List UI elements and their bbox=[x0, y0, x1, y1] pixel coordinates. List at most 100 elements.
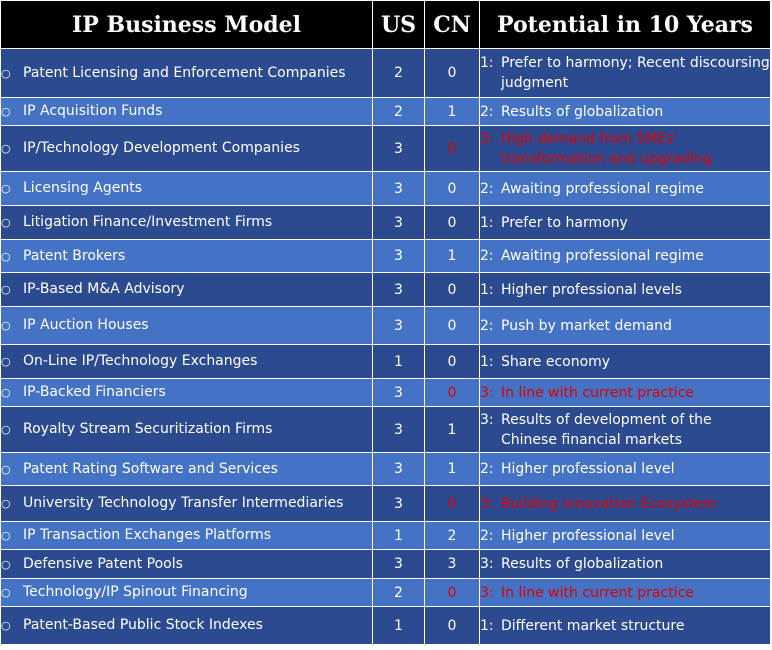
cn-score: 1 bbox=[424, 406, 480, 453]
cn-score: 2 bbox=[424, 521, 480, 550]
potential-cell: 3: In line with current practice bbox=[479, 378, 771, 407]
potential-cell: 3: High demand from SMEs' transformation … bbox=[479, 125, 771, 172]
us-score: 3 bbox=[372, 452, 425, 486]
cn-score: 0 bbox=[424, 606, 480, 645]
table-row: ○ Licensing Agents 3 0 2: Awaiting profession… bbox=[0, 171, 771, 206]
bullet-circle-icon: ○ bbox=[1, 423, 11, 436]
model-cell: ○ On-Line IP/Technology Exchanges bbox=[0, 344, 373, 379]
potential-cell: 3: In line with current practice bbox=[479, 578, 771, 607]
us-score: 1 bbox=[372, 344, 425, 379]
model-cell: ○ Royalty Stream Securitization Firms bbox=[0, 406, 373, 453]
model-cell: ○ Technology/IP Spinout Financing bbox=[0, 578, 373, 607]
potential-cell: 1: Prefer to harmony bbox=[479, 205, 771, 240]
us-score: 3 bbox=[372, 306, 425, 345]
model-cell: ○ IP-Backed Financiers bbox=[0, 378, 373, 407]
us-score: 3 bbox=[372, 406, 425, 453]
potential-cell: 1: Prefer to harmony; Recent discoursing … bbox=[479, 48, 771, 98]
bullet-circle-icon: ○ bbox=[1, 283, 11, 296]
bullet-circle-icon: ○ bbox=[1, 619, 11, 632]
cn-score: 0 bbox=[424, 272, 480, 307]
model-name: Technology/IP Spinout Financing bbox=[23, 584, 248, 600]
potential-text: In line with current practice bbox=[501, 584, 694, 601]
potential-text: Higher professional level bbox=[501, 461, 675, 477]
potential-text: Results of globalization bbox=[501, 556, 664, 572]
potential-cell: 3: Building innovation Ecosystem bbox=[479, 485, 771, 522]
us-score: 2 bbox=[372, 97, 425, 126]
model-name: Defensive Patent Pools bbox=[23, 555, 183, 572]
potential-score: 3: bbox=[480, 411, 494, 428]
potential-text: Building innovation Ecosystem bbox=[501, 495, 717, 512]
model-cell: ○ IP/Technology Development Companies bbox=[0, 125, 373, 172]
bullet-circle-icon: ○ bbox=[1, 216, 11, 229]
model-name: IP Transaction Exchanges Platforms bbox=[23, 527, 272, 543]
model-name: Royalty Stream Securitization Firms bbox=[23, 421, 273, 437]
table-row: ○ University Technology Transfer Intermed… bbox=[0, 485, 771, 522]
table-row: ○ IP-Backed Financiers 3 0 3: In line with cu… bbox=[0, 378, 771, 407]
model-name: Litigation Finance/Investment Firms bbox=[23, 214, 273, 230]
potential-cell: 2: Awaiting professional regime bbox=[479, 171, 771, 206]
potential-text: High demand from SMEs' transformation an… bbox=[501, 130, 712, 167]
us-score: 2 bbox=[372, 578, 425, 607]
bullet-circle-icon: ○ bbox=[1, 142, 11, 155]
model-name: IP Auction Houses bbox=[23, 317, 149, 333]
model-name: Patent-Based Public Stock Indexes bbox=[23, 617, 263, 633]
bullet-circle-icon: ○ bbox=[1, 105, 11, 118]
cn-score: 0 bbox=[424, 205, 480, 240]
potential-text: Push by market demand bbox=[501, 317, 672, 334]
potential-score: 2: bbox=[480, 527, 494, 544]
bullet-circle-icon: ○ bbox=[1, 319, 11, 332]
potential-score: 3: bbox=[480, 584, 494, 601]
potential-score: 1: bbox=[480, 214, 494, 231]
potential-cell: 2: Results of globalization bbox=[479, 97, 771, 126]
bullet-circle-icon: ○ bbox=[1, 249, 11, 263]
model-name: IP/Technology Development Companies bbox=[23, 140, 300, 156]
cn-score: 0 bbox=[424, 171, 480, 206]
potential-cell: 2: Higher professional level bbox=[479, 521, 771, 550]
table-row: ○ IP Auction Houses 3 0 2: Push by market dem… bbox=[0, 306, 771, 345]
model-name: University Technology Transfer Intermedi… bbox=[23, 495, 344, 511]
header-cn: CN bbox=[424, 0, 480, 49]
bullet-circle-icon: ○ bbox=[1, 462, 11, 476]
header-potential: Potential in 10 Years bbox=[479, 0, 771, 49]
bullet-circle-icon: ○ bbox=[1, 355, 11, 368]
potential-score: 2: bbox=[480, 180, 494, 197]
table-row: ○ IP-Based M&A Advisory 3 0 1: Higher profess… bbox=[0, 272, 771, 307]
bullet-circle-icon: ○ bbox=[1, 557, 11, 571]
us-score: 1 bbox=[372, 521, 425, 550]
potential-cell: 2: Awaiting professional regime bbox=[479, 239, 771, 273]
bullet-circle-icon: ○ bbox=[1, 182, 11, 195]
model-name: IP-Based M&A Advisory bbox=[23, 281, 185, 297]
cn-score: 1 bbox=[424, 452, 480, 486]
potential-score: 1: bbox=[480, 55, 494, 71]
bullet-circle-icon: ○ bbox=[1, 386, 11, 399]
model-cell: ○ IP Acquisition Funds bbox=[0, 97, 373, 126]
potential-cell: 1: Share economy bbox=[479, 344, 771, 379]
potential-cell: 1: Different market structure bbox=[479, 606, 771, 645]
potential-score: 1: bbox=[480, 617, 494, 634]
us-score: 3 bbox=[372, 378, 425, 407]
us-score: 2 bbox=[372, 48, 425, 98]
potential-text: Prefer to harmony; Recent discoursing ju… bbox=[501, 55, 770, 91]
potential-text: Awaiting professional regime bbox=[501, 248, 704, 264]
potential-text: Higher professional levels bbox=[501, 281, 682, 298]
us-score: 1 bbox=[372, 606, 425, 645]
cn-score: 0 bbox=[424, 378, 480, 407]
model-cell: ○ Defensive Patent Pools bbox=[0, 549, 373, 579]
us-score: 3 bbox=[372, 549, 425, 579]
table-row: ○ IP Acquisition Funds 2 1 2: Results of glob… bbox=[0, 97, 771, 126]
cn-score: 0 bbox=[424, 125, 480, 172]
potential-score: 3: bbox=[480, 384, 494, 401]
cn-score: 0 bbox=[424, 578, 480, 607]
potential-score: 1: bbox=[480, 281, 494, 298]
us-score: 3 bbox=[372, 125, 425, 172]
header-us: US bbox=[372, 0, 425, 49]
model-cell: ○ IP Transaction Exchanges Platforms bbox=[0, 521, 373, 550]
potential-score: 3: bbox=[480, 495, 494, 512]
model-name: Patent Licensing and Enforcement Compani… bbox=[23, 64, 346, 81]
model-name: IP-Backed Financiers bbox=[23, 384, 166, 400]
model-cell: ○ Litigation Finance/Investment Firms bbox=[0, 205, 373, 240]
table-row: ○ Defensive Patent Pools 3 3 3: Results of gl… bbox=[0, 549, 771, 579]
table-row: ○ Patent Rating Software and Services 3 1 2:… bbox=[0, 452, 771, 486]
potential-text: In line with current practice bbox=[501, 384, 694, 401]
